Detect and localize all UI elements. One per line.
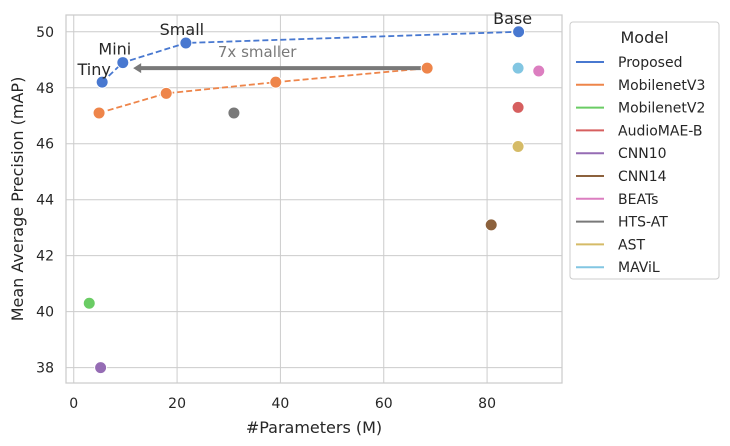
plot-background	[66, 15, 562, 383]
point-label: Mini	[98, 40, 131, 59]
x-tick-label: 60	[375, 396, 393, 412]
y-tick-label: 40	[36, 305, 54, 321]
legend-label: HTS-AT	[618, 215, 668, 231]
legend-items: Proposed MobilenetV3 MobilenetV2 AudioMAE-B…	[576, 55, 705, 276]
y-axis-label: Mean Average Precision (mAP)	[8, 77, 27, 322]
size-annotation: 7x smaller	[133, 43, 423, 74]
x-tick-label: 0	[69, 396, 78, 412]
x-axis-label: #Parameters (M)	[246, 418, 382, 437]
y-tick-label: 42	[36, 249, 54, 265]
legend-label: MobilenetV3	[618, 78, 705, 94]
data-point	[420, 61, 434, 75]
annotation-arrow-head	[133, 63, 142, 74]
y-tick-label: 38	[36, 361, 54, 377]
grid-lines	[66, 15, 562, 383]
legend-label: CNN10	[618, 146, 667, 162]
data-point	[511, 140, 525, 154]
legend-label: MobilenetV2	[618, 101, 705, 117]
data-point	[227, 106, 241, 120]
y-tick-label: 46	[36, 137, 54, 153]
point-label: Tiny	[76, 60, 110, 79]
legend-label: AST	[618, 237, 645, 253]
data-point	[511, 61, 525, 75]
x-tick-label: 40	[272, 396, 290, 412]
plot-frame	[65, 14, 563, 384]
series-line	[98, 67, 428, 114]
y-tick-label: 50	[36, 25, 54, 41]
y-tick-label: 48	[36, 81, 54, 97]
x-tick-label: 20	[168, 396, 186, 412]
data-point	[92, 106, 106, 120]
point-label: Base	[493, 9, 532, 28]
point-label: Small	[160, 20, 204, 39]
legend: Model Proposed MobilenetV3 MobilenetV2 Audi…	[569, 21, 720, 280]
legend-box	[569, 21, 720, 280]
data-point	[484, 218, 498, 232]
annotation-label: 7x smaller	[218, 43, 297, 61]
data-point	[179, 36, 193, 50]
legend-title: Model	[620, 28, 668, 47]
data-point	[532, 64, 546, 78]
data-point	[95, 75, 109, 89]
series-lines	[98, 30, 519, 114]
legend-label: MAViL	[618, 260, 660, 276]
series-line	[101, 30, 519, 83]
legend-label: CNN14	[618, 169, 667, 185]
data-point	[82, 296, 96, 310]
data-point	[94, 361, 108, 375]
data-point	[512, 25, 526, 39]
data-point	[116, 56, 130, 70]
data-point	[159, 86, 173, 100]
legend-label: BEATs	[618, 192, 658, 208]
data-point	[511, 100, 525, 114]
data-point	[269, 75, 283, 89]
x-tick-label: 80	[478, 396, 496, 412]
legend-label: AudioMAE-B	[618, 123, 702, 139]
data-points	[82, 25, 546, 375]
legend-label: Proposed	[618, 55, 682, 71]
x-tick-labels: 0 20 40 60 80	[69, 396, 496, 412]
y-tick-label: 44	[36, 193, 54, 209]
y-tick-labels: 38 40 42 44 46 48 50	[36, 25, 54, 377]
